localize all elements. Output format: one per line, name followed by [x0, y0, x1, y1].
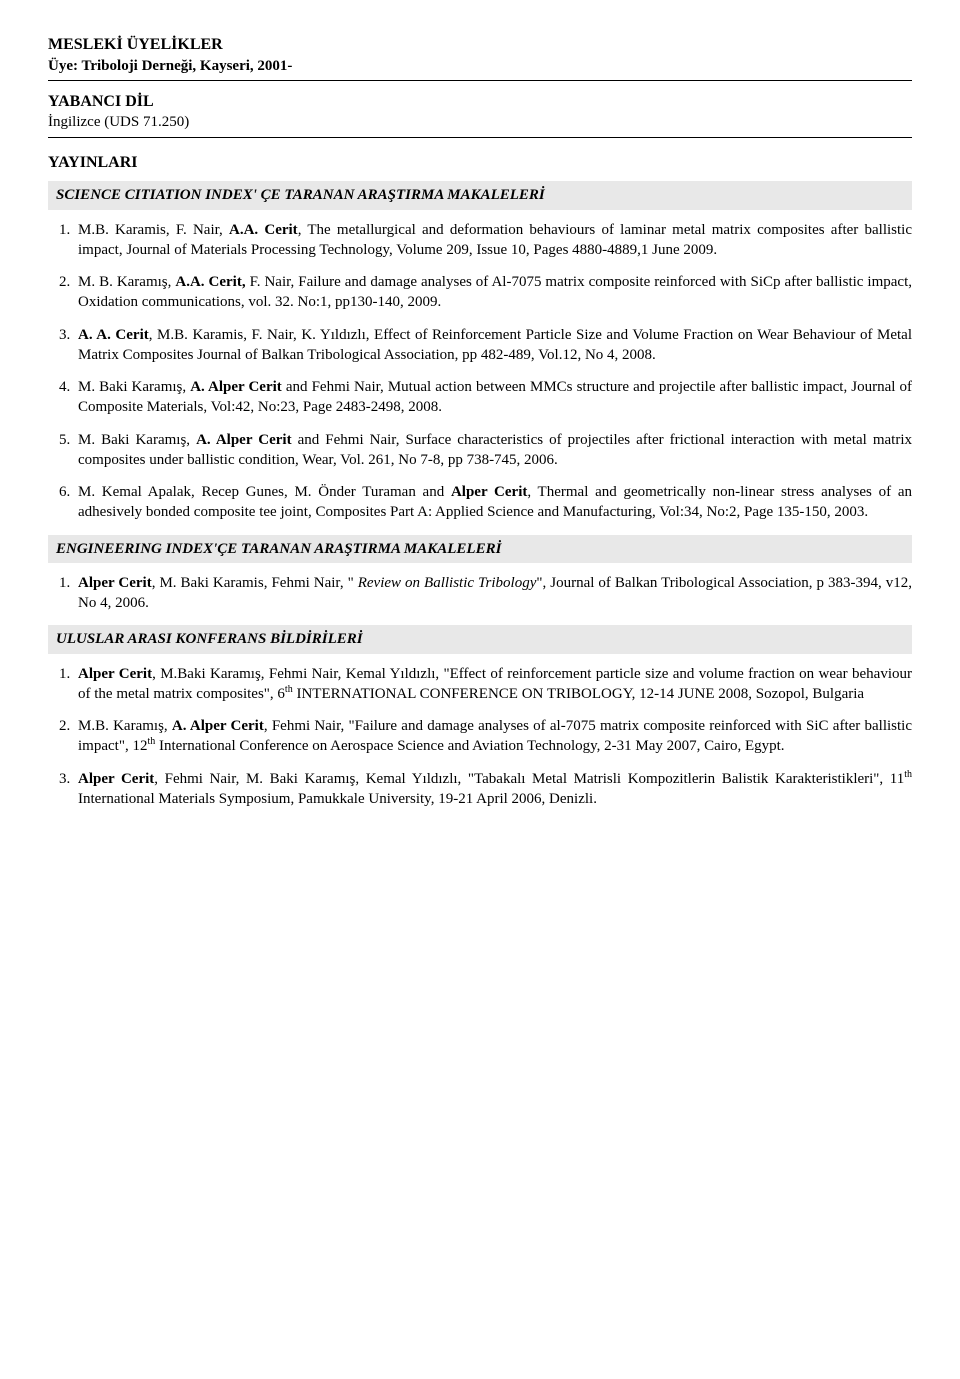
- ref-author-bold: A. Alper Cerit: [190, 379, 282, 395]
- ref-author-bold: A. A. Cerit: [78, 327, 149, 343]
- ref-item: M. Kemal Apalak, Recep Gunes, M. Önder T…: [74, 482, 912, 523]
- ref-author-bold: A.A. Cerit,: [175, 274, 245, 290]
- ref-author-bold: A.A. Cerit: [229, 222, 298, 238]
- ref-item: Alper Cerit, M. Baki Karamis, Fehmi Nair…: [74, 573, 912, 614]
- divider: [48, 80, 912, 81]
- ref-text: , M.B. Karamis, F. Nair, K. Yıldızlı, Ef…: [78, 327, 912, 363]
- ref-author-bold: A. Alper Cerit: [196, 432, 292, 448]
- ref-text: INTERNATIONAL CONFERENCE ON TRIBOLOGY, 1…: [293, 686, 864, 702]
- ref-item: M.B. Karamis, F. Nair, A.A. Cerit, The m…: [74, 220, 912, 261]
- ref-item: Alper Cerit, Fehmi Nair, M. Baki Karamış…: [74, 769, 912, 810]
- ordinal-sup: th: [904, 769, 912, 780]
- band-ei: ENGINEERING INDEX'ÇE TARANAN ARAŞTIRMA M…: [48, 535, 912, 563]
- ref-author-bold: Alper Cerit: [78, 771, 154, 787]
- ref-text: M. Kemal Apalak, Recep Gunes, M. Önder T…: [78, 484, 451, 500]
- band-intlconf: ULUSLAR ARASI KONFERANS BİLDİRİLERİ: [48, 625, 912, 653]
- memberships-line: Üye: Triboloji Derneği, Kayseri, 2001-: [48, 56, 912, 76]
- ref-item: M. Baki Karamış, A. Alper Cerit and Fehm…: [74, 430, 912, 471]
- conf-ref-list: Alper Cerit, M.Baki Karamış, Fehmi Nair,…: [48, 664, 912, 810]
- ref-item: A. A. Cerit, M.B. Karamis, F. Nair, K. Y…: [74, 325, 912, 366]
- section-title-publications: YAYINLARI: [48, 152, 912, 174]
- ref-author-bold: A. Alper Cerit: [172, 718, 264, 734]
- sci-ref-list: M.B. Karamis, F. Nair, A.A. Cerit, The m…: [48, 220, 912, 523]
- section-title-memberships: MESLEKİ ÜYELİKLER: [48, 34, 912, 56]
- ref-title-italic: Review on Ballistic Tribology: [358, 575, 537, 591]
- section-title-language: YABANCI DİL: [48, 91, 912, 113]
- ref-text: , M. Baki Karamis, Fehmi Nair, ": [152, 575, 358, 591]
- ref-item: Alper Cerit, M.Baki Karamış, Fehmi Nair,…: [74, 664, 912, 705]
- language-line: İngilizce (UDS 71.250): [48, 112, 912, 132]
- ordinal-sup: th: [285, 684, 293, 695]
- divider: [48, 137, 912, 138]
- ref-item: M. Baki Karamış, A. Alper Cerit and Fehm…: [74, 377, 912, 418]
- ref-author-bold: Alper Cerit: [78, 666, 152, 682]
- ref-author-bold: Alper Cerit: [78, 575, 152, 591]
- band-sci: SCIENCE CITIATION INDEX' ÇE TARANAN ARAŞ…: [48, 181, 912, 209]
- ref-text: M.B. Karamış,: [78, 718, 172, 734]
- ref-text: M. B. Karamış,: [78, 274, 175, 290]
- ref-author-bold: Alper Cerit: [451, 484, 527, 500]
- ref-text: International Materials Symposium, Pamuk…: [78, 791, 597, 807]
- ref-text: M.B. Karamis, F. Nair,: [78, 222, 229, 238]
- ref-text: , Fehmi Nair, M. Baki Karamış, Kemal Yıl…: [154, 771, 904, 787]
- ref-text: M. Baki Karamış,: [78, 432, 196, 448]
- ref-item: M. B. Karamış, A.A. Cerit, F. Nair, Fail…: [74, 272, 912, 313]
- ei-ref-list: Alper Cerit, M. Baki Karamis, Fehmi Nair…: [48, 573, 912, 614]
- ref-text: M. Baki Karamış,: [78, 379, 190, 395]
- ref-item: M.B. Karamış, A. Alper Cerit, Fehmi Nair…: [74, 716, 912, 757]
- ref-text: International Conference on Aerospace Sc…: [155, 738, 784, 754]
